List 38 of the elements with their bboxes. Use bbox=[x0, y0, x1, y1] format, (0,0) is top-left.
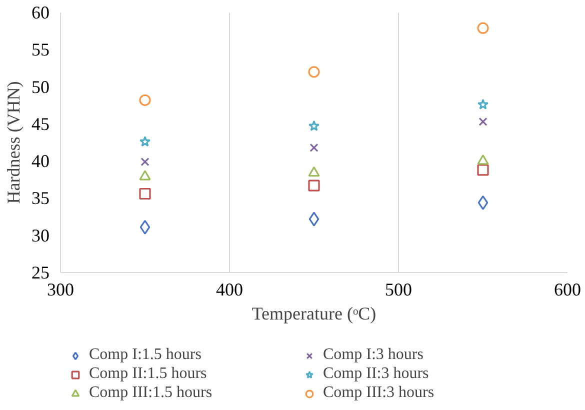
point bbox=[477, 164, 489, 176]
legend-label: Comp II:1.5 hours bbox=[89, 365, 208, 383]
y-tick-label: 25 bbox=[32, 262, 50, 282]
y-tick-label: 40 bbox=[32, 151, 50, 172]
point bbox=[140, 220, 150, 234]
point bbox=[139, 170, 151, 180]
point bbox=[140, 157, 150, 166]
x-axis-title: Temperature (ᵒC) bbox=[252, 304, 376, 324]
y-tick-label: 30 bbox=[32, 225, 50, 246]
point bbox=[478, 117, 488, 126]
point bbox=[477, 154, 489, 165]
point bbox=[477, 22, 489, 34]
legend-label: Comp I:3 hours bbox=[323, 346, 424, 364]
legend-label: Comp III:1.5 hours bbox=[89, 384, 214, 402]
y-tick-label: 50 bbox=[32, 76, 50, 97]
point bbox=[139, 94, 151, 106]
x-tick-label: 600 bbox=[554, 280, 581, 300]
point bbox=[308, 212, 320, 226]
y-tick-label: 60 bbox=[32, 2, 50, 22]
legend-label: Comp I:1.5 hours bbox=[89, 346, 202, 364]
x-tick-label: 500 bbox=[385, 280, 412, 300]
point bbox=[308, 120, 320, 131]
point bbox=[477, 98, 489, 110]
x-tick-label: 400 bbox=[216, 280, 243, 300]
point bbox=[308, 180, 320, 192]
x-tick-label: 300 bbox=[47, 280, 74, 300]
point bbox=[478, 195, 488, 210]
legend-label: Comp II:3 hours bbox=[323, 365, 430, 383]
legend-label: Comp III:3 hours bbox=[323, 384, 436, 402]
point bbox=[308, 166, 320, 177]
y-tick-label: 55 bbox=[32, 40, 50, 60]
y-tick-label: 35 bbox=[32, 188, 50, 208]
point bbox=[139, 188, 151, 200]
point bbox=[139, 136, 151, 147]
point bbox=[310, 143, 318, 152]
y-tick-label: 45 bbox=[32, 114, 50, 134]
point bbox=[308, 66, 320, 78]
y-axis-title: Hardness (VHN) bbox=[4, 81, 24, 204]
